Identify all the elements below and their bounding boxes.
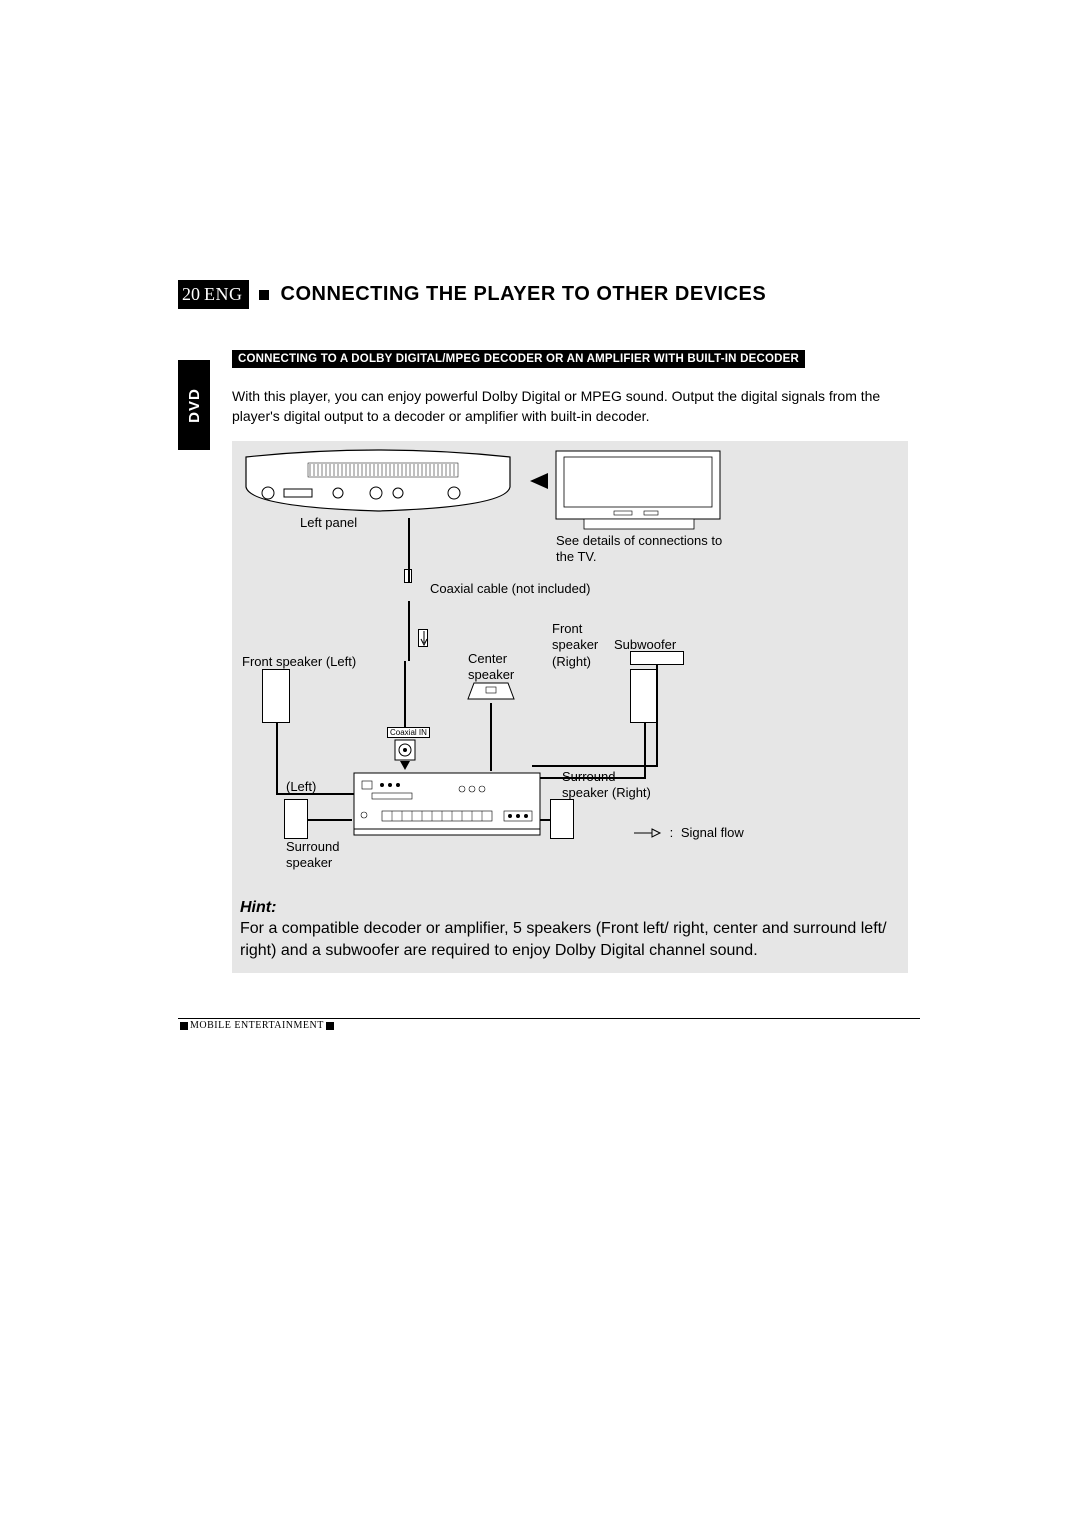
dvd-player-icon — [238, 449, 518, 519]
wire-fr-h — [532, 777, 646, 779]
footer-label: MOBILE ENTERTAINMENT — [190, 1020, 324, 1031]
center-speaker-icon — [466, 681, 516, 703]
front-left-label: Front speaker (Left) — [242, 654, 356, 671]
front-right-label: Front speaker (Right) — [552, 621, 612, 672]
title-bullet-icon — [259, 290, 269, 300]
front-left-speaker-icon — [262, 669, 290, 723]
wire-sub — [656, 665, 658, 765]
hint-title: Hint: — [240, 899, 276, 916]
intro-paragraph: With this player, you can enjoy powerful… — [232, 386, 892, 427]
coax-to-amp-wire — [404, 661, 406, 727]
front-right-speaker-icon — [630, 669, 658, 723]
subwoofer-icon — [630, 651, 684, 665]
left-panel-label: Left panel — [300, 515, 357, 532]
subsection-header: CONNECTING TO A DOLBY DIGITAL/MPEG DECOD… — [232, 350, 805, 368]
page-header: 20 ENG CONNECTING THE PLAYER TO OTHER DE… — [178, 280, 918, 309]
signal-flow-legend: : Signal flow — [632, 825, 744, 842]
coax-cable-line — [408, 518, 410, 582]
page-number-box: 20 ENG — [178, 280, 249, 309]
hint-box: Hint: For a compatible decoder or amplif… — [232, 891, 908, 974]
page-lang: ENG — [204, 284, 243, 305]
connection-diagram: Left panel See details of connections to… — [232, 441, 908, 891]
arrow-left-icon — [530, 473, 548, 489]
hint-body: For a compatible decoder or amplifier, 5… — [240, 920, 887, 959]
wire-fr — [644, 723, 646, 777]
wire-sub-h — [532, 765, 658, 767]
section-side-tab: DVD — [178, 360, 210, 450]
wire-fl — [276, 723, 278, 793]
surround-right-label: Surround speaker (Right) — [562, 769, 662, 803]
center-label: Center speaker — [468, 651, 528, 685]
surround-right-speaker-icon — [550, 799, 574, 839]
signal-flow-arrow-icon — [632, 827, 662, 839]
side-tab-label: DVD — [186, 388, 203, 423]
coax-in-label: Coaxial IN — [387, 727, 430, 738]
page-number: 20 — [182, 284, 200, 305]
wire-sl-h — [308, 819, 352, 821]
arrow-down-icon — [400, 761, 410, 770]
coax-wire-2 — [408, 601, 410, 661]
footer-bullet-left-icon — [180, 1022, 188, 1030]
tv-icon — [554, 449, 722, 535]
tv-connection-note: See details of connections to the TV. — [556, 533, 736, 567]
signal-flow-text: Signal flow — [681, 825, 744, 840]
coax-in-jack-icon — [394, 739, 416, 761]
coax-cable-label: Coaxial cable (not included) — [430, 581, 590, 598]
page-title: CONNECTING THE PLAYER TO OTHER DEVICES — [281, 283, 767, 306]
wire-fl-h — [276, 793, 356, 795]
amplifier-icon — [352, 771, 542, 837]
surround-left-label: Surround speaker — [286, 839, 356, 873]
wire-c — [490, 703, 492, 771]
coax-plug-arrow-icon — [418, 629, 434, 651]
footer-bullet-right-icon — [326, 1022, 334, 1030]
surround-left-speaker-icon — [284, 799, 308, 839]
footer-text: MOBILE ENTERTAINMENT — [178, 1020, 336, 1031]
footer-rule — [178, 1018, 920, 1019]
